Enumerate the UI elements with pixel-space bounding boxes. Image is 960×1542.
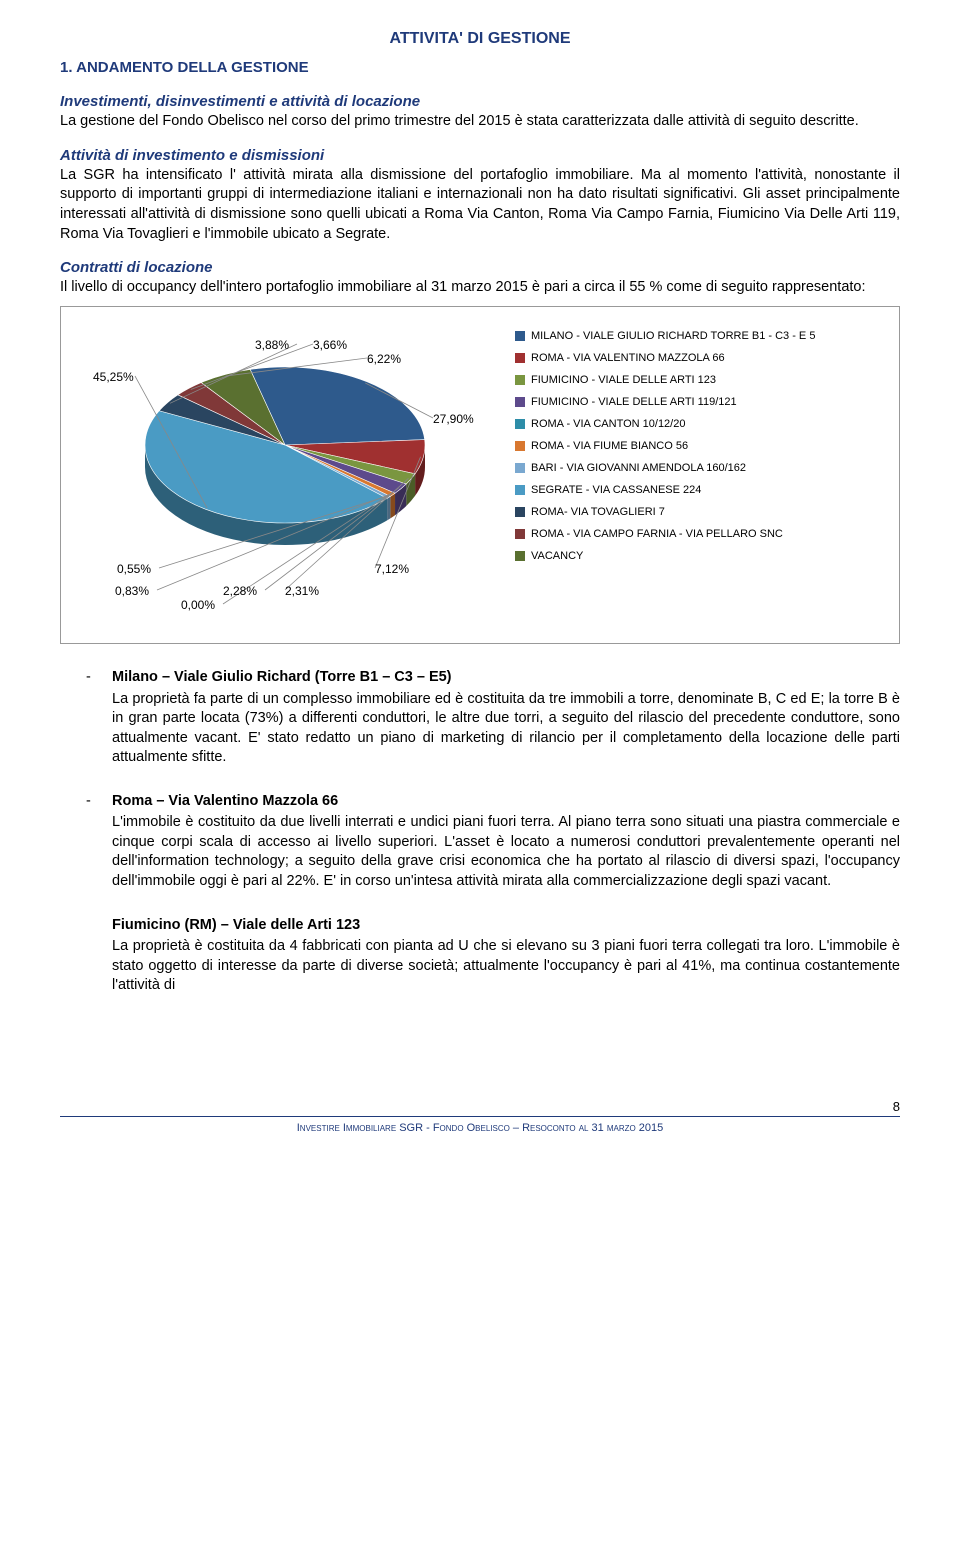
bullet-dash: -	[86, 792, 91, 812]
legend-swatch	[515, 551, 525, 561]
property-section: Fiumicino (RM) – Viale delle Arti 123La …	[60, 916, 900, 996]
property-title: Fiumicino (RM) – Viale delle Arti 123	[112, 916, 900, 936]
property-section: - Milano – Viale Giulio Richard (Torre B1…	[60, 668, 900, 768]
legend-label: VACANCY	[531, 545, 583, 567]
legend-item: SEGRATE - VIA CASSANESE 224	[515, 479, 885, 501]
legend-label: FIUMICINO - VIALE DELLE ARTI 123	[531, 369, 716, 391]
legend-swatch	[515, 485, 525, 495]
bullet-dash: -	[86, 668, 91, 688]
legend-swatch	[515, 375, 525, 385]
legend-label: ROMA - VIA CANTON 10/12/20	[531, 413, 685, 435]
legend-item: ROMA - VIA FIUME BIANCO 56	[515, 435, 885, 457]
pie-slice-label: 2,28%	[223, 583, 257, 599]
investimenti-body: La gestione del Fondo Obelisco nel corso…	[60, 112, 900, 132]
legend-item: BARI - VIA GIOVANNI AMENDOLA 160/162	[515, 457, 885, 479]
property-body: La proprietà è costituita da 4 fabbricat…	[112, 937, 900, 996]
legend-swatch	[515, 331, 525, 341]
pie-slice-label: 7,12%	[375, 561, 409, 577]
legend-item: FIUMICINO - VIALE DELLE ARTI 119/121	[515, 391, 885, 413]
pie-chart-box: 27,90% 7,12% 2,31% 2,28% 0,00% 0,83% 0,55% 45,2…	[60, 306, 900, 644]
legend-item: ROMA - VIA VALENTINO MAZZOLA 66	[515, 347, 885, 369]
legend-swatch	[515, 507, 525, 517]
legend-item: FIUMICINO - VIALE DELLE ARTI 123	[515, 369, 885, 391]
pie-slice-label: 3,66%	[313, 337, 347, 353]
pie-chart: 27,90% 7,12% 2,31% 2,28% 0,00% 0,83% 0,55% 45,2…	[75, 325, 495, 625]
legend-swatch	[515, 419, 525, 429]
pie-slice-label: 3,88%	[255, 337, 289, 353]
property-body: L'immobile è costituito da due livelli i…	[112, 813, 900, 891]
attivita-body: La SGR ha intensificato l' attività mira…	[60, 166, 900, 244]
legend-item: ROMA - VIA CANTON 10/12/20	[515, 413, 885, 435]
legend-swatch	[515, 529, 525, 539]
legend-label: FIUMICINO - VIALE DELLE ARTI 119/121	[531, 391, 737, 413]
legend-label: ROMA- VIA TOVAGLIERI 7	[531, 501, 665, 523]
page-footer: 8 Investire Immobiliare SGR - Fondo Obel…	[60, 1116, 900, 1136]
legend-label: ROMA - VIA CAMPO FARNIA - VIA PELLARO SN…	[531, 523, 783, 545]
legend-label: ROMA - VIA VALENTINO MAZZOLA 66	[531, 347, 725, 369]
footer-text: Investire Immobiliare SGR - Fondo Obelis…	[60, 1121, 900, 1136]
pie-slice-label: 0,83%	[115, 583, 149, 599]
contratti-body: Il livello di occupancy dell'intero port…	[60, 278, 900, 298]
legend-label: SEGRATE - VIA CASSANESE 224	[531, 479, 701, 501]
page-number: 8	[893, 1098, 900, 1116]
property-body: La proprietà fa parte di un complesso im…	[112, 690, 900, 768]
property-title: Milano – Viale Giulio Richard (Torre B1 …	[112, 668, 900, 688]
legend-item: VACANCY	[515, 545, 885, 567]
pie-slice-label: 6,22%	[367, 351, 401, 367]
pie-slice-label: 0,55%	[117, 561, 151, 577]
attivita-heading: Attività di investimento e dismissioni	[60, 146, 900, 166]
investimenti-heading: Investimenti, disinvestimenti e attività…	[60, 92, 900, 112]
legend-label: MILANO - VIALE GIULIO RICHARD TORRE B1 -…	[531, 325, 815, 347]
property-section: - Roma – Via Valentino Mazzola 66L'immobi…	[60, 792, 900, 892]
pie-slice-label: 27,90%	[433, 411, 474, 427]
property-title: Roma – Via Valentino Mazzola 66	[112, 792, 900, 812]
pie-slice-label: 2,31%	[285, 583, 319, 599]
section-heading: 1. ANDAMENTO DELLA GESTIONE	[60, 58, 900, 78]
legend-item: ROMA - VIA CAMPO FARNIA - VIA PELLARO SN…	[515, 523, 885, 545]
pie-slice-label: 0,00%	[181, 597, 215, 613]
legend-label: ROMA - VIA FIUME BIANCO 56	[531, 435, 688, 457]
legend-swatch	[515, 463, 525, 473]
pie-legend: MILANO - VIALE GIULIO RICHARD TORRE B1 -…	[515, 325, 885, 625]
legend-swatch	[515, 353, 525, 363]
legend-item: ROMA- VIA TOVAGLIERI 7	[515, 501, 885, 523]
legend-item: MILANO - VIALE GIULIO RICHARD TORRE B1 -…	[515, 325, 885, 347]
legend-label: BARI - VIA GIOVANNI AMENDOLA 160/162	[531, 457, 746, 479]
contratti-heading: Contratti di locazione	[60, 258, 900, 278]
legend-swatch	[515, 397, 525, 407]
legend-swatch	[515, 441, 525, 451]
main-title: ATTIVITA' DI GESTIONE	[60, 28, 900, 50]
pie-slice-label: 45,25%	[93, 369, 134, 385]
